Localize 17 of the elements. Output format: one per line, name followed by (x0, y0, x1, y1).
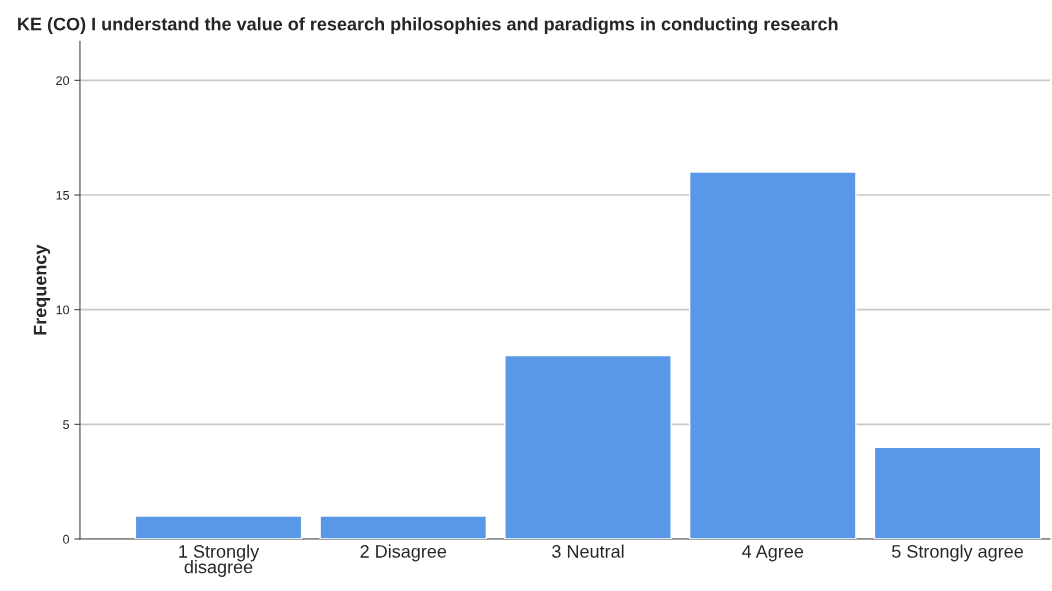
x-tick-label: 2 Disagree (360, 544, 447, 562)
chart-title: KE (CO) I understand the value of research philosophies and paradigms in conducting research (18, 17, 838, 35)
x-tick-label: 4 Agree (742, 545, 804, 562)
y-tick-label: 0 (63, 534, 70, 544)
bar (873, 446, 1042, 539)
bar (504, 354, 672, 539)
x-tick-label: 5 Strongly agree (892, 544, 1023, 562)
y-tick-label: 5 (63, 420, 70, 429)
bar (688, 171, 857, 539)
y-tick-label: 15 (56, 190, 70, 200)
x-tick-label: 3 Neutral (552, 544, 624, 558)
y-tick-label: 10 (56, 305, 70, 315)
y-tick-label: 20 (56, 76, 70, 86)
y-axis-title: Frequency (33, 244, 51, 335)
bar (134, 515, 303, 539)
bar (319, 515, 488, 539)
x-tick-label: 1 Strongly disagree (179, 544, 260, 577)
